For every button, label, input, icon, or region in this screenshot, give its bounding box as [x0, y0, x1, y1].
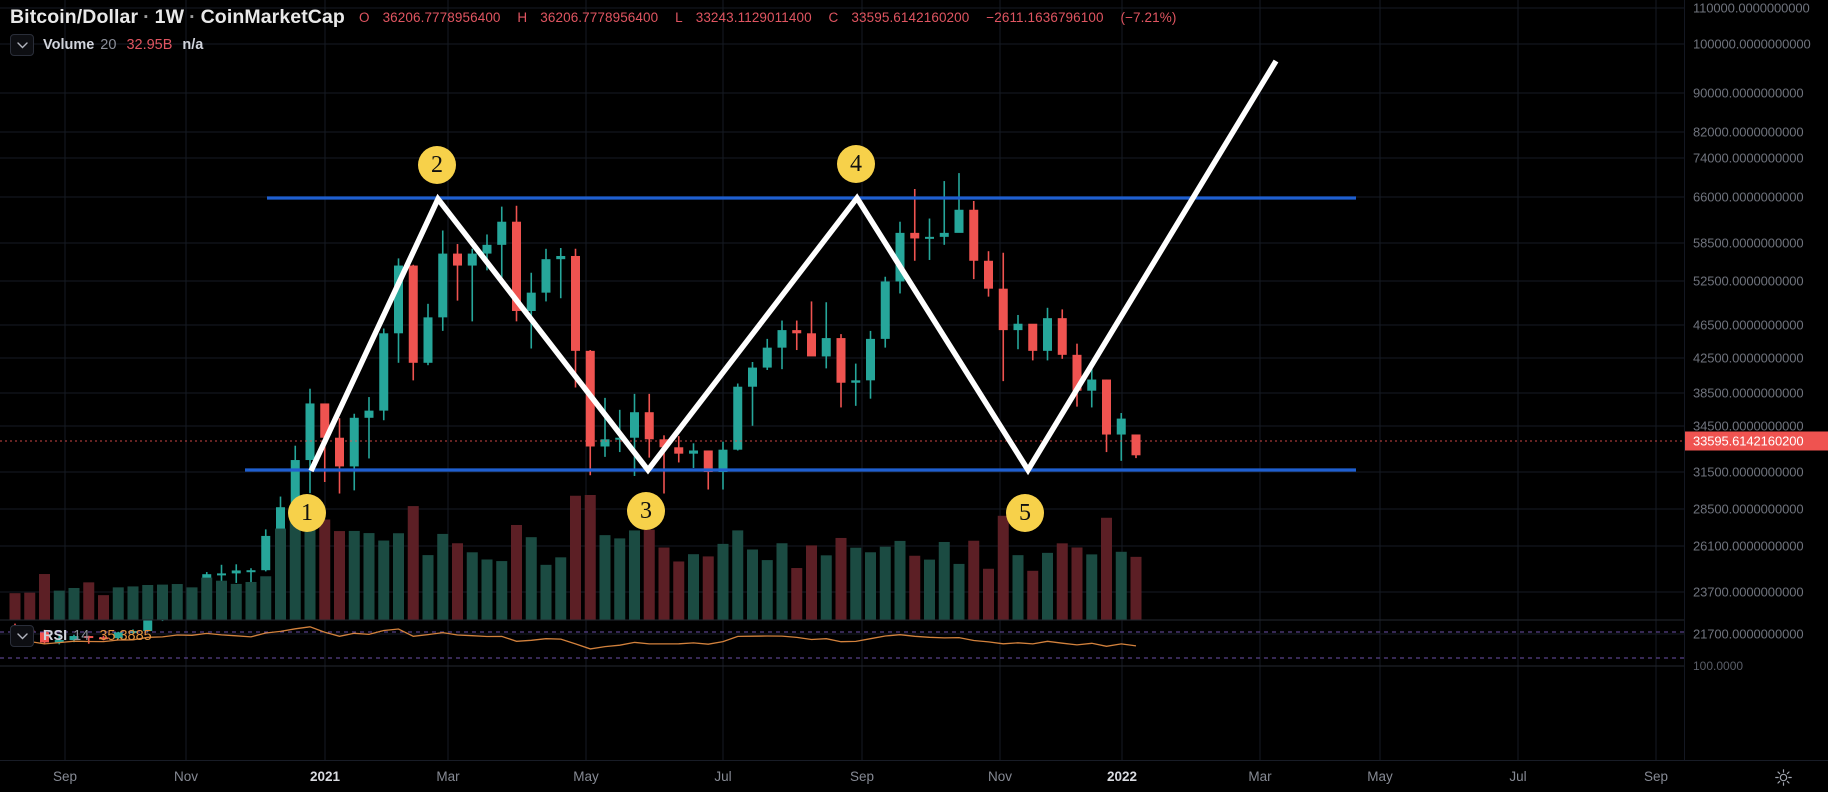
wave-label-1[interactable]: 1 — [288, 494, 326, 532]
rsi-pane — [0, 619, 1684, 667]
price-tick-label: 66000.0000000000 — [1693, 189, 1804, 205]
time-tick-label: Nov — [173, 769, 199, 784]
price-tick-label: 58500.0000000000 — [1693, 235, 1804, 251]
wave-label-3[interactable]: 3 — [627, 492, 665, 530]
price-tick-label: 31500.0000000000 — [1693, 464, 1804, 480]
time-tick-label: Jul — [1509, 769, 1527, 784]
time-tick-label: Sep — [52, 769, 78, 784]
price-tick-label: 42500.0000000000 — [1693, 350, 1804, 366]
price-tick-label: 52500.0000000000 — [1693, 273, 1804, 289]
time-tick-label: Sep — [1643, 769, 1669, 784]
volume-histogram — [9, 495, 1142, 620]
price-tick-label: 28500.0000000000 — [1693, 501, 1804, 517]
time-tick-label: Jul — [714, 769, 732, 784]
horizontal-level-lines[interactable] — [245, 196, 1356, 472]
price-tick-label: 90000.0000000000 — [1693, 85, 1804, 101]
price-tick-label: 110000.0000000000 — [1693, 0, 1810, 16]
time-tick-label: Sep — [849, 769, 875, 784]
wave-label-4[interactable]: 4 — [837, 145, 875, 183]
price-tick-label: 100000.0000000000 — [1693, 36, 1811, 52]
price-tick-label: 23700.0000000000 — [1693, 584, 1804, 600]
wave-label-2[interactable]: 2 — [418, 146, 456, 184]
price-tick-label: 38500.0000000000 — [1693, 385, 1804, 401]
time-tick-label: May — [573, 769, 599, 784]
time-tick-label: Mar — [1248, 769, 1272, 784]
rsi-tick-label: 100.0000 — [1693, 659, 1744, 673]
price-tick-label: 26100.0000000000 — [1693, 538, 1804, 554]
price-tick-label: 34500.0000000000 — [1693, 418, 1804, 434]
price-tick-label: 46500.0000000000 — [1693, 317, 1804, 333]
price-axis[interactable]: 110000.0000000000 100000.0000000000 90000.… — [1684, 0, 1828, 760]
time-tick-label: 2021 — [309, 769, 341, 784]
price-tick-label: 21700.0000000000 — [1693, 626, 1804, 642]
wave-label-5[interactable]: 5 — [1006, 494, 1044, 532]
chevron-down-icon[interactable] — [10, 34, 34, 56]
current-price-badge: 33595.6142160200 — [1685, 431, 1828, 451]
time-tick-label: Nov — [987, 769, 1013, 784]
gear-icon[interactable] — [1770, 764, 1796, 790]
time-tick-label: Mar — [436, 769, 460, 784]
chart-plot-area[interactable]: 1 2 3 4 5 — [0, 0, 1684, 760]
elliott-wave-path[interactable] — [308, 59, 1279, 476]
price-tick-label: 82000.0000000000 — [1693, 124, 1804, 140]
time-tick-label: 2022 — [1106, 769, 1138, 784]
price-tick-label: 74000.0000000000 — [1693, 150, 1804, 166]
chevron-down-icon[interactable] — [10, 625, 34, 647]
time-tick-label: May — [1367, 769, 1393, 784]
chart-svg-canvas — [0, 0, 1684, 760]
time-axis[interactable]: Sep Nov 2021 Mar May Jul Sep Nov 2022 Mar May Jul Se… — [0, 760, 1828, 792]
